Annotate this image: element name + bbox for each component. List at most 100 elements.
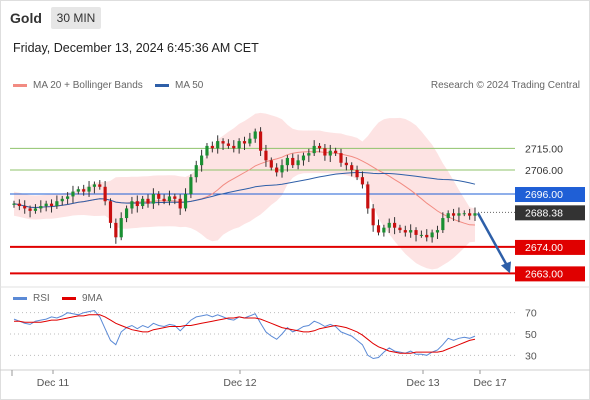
candle-body <box>462 213 466 215</box>
candle-body <box>28 208 32 211</box>
candle-body <box>210 145 214 149</box>
candle-body <box>33 208 38 211</box>
candle-body <box>323 148 327 156</box>
candle-body <box>87 186 91 192</box>
candle-body <box>473 213 477 216</box>
rsi-tick-label: 30 <box>525 350 537 362</box>
rsi-tick-label: 50 <box>525 329 537 341</box>
candle-body <box>248 138 252 144</box>
candle-body <box>44 203 48 207</box>
candle-body <box>119 218 123 238</box>
rsi-swatch <box>13 296 27 300</box>
candle-body <box>382 227 386 233</box>
legend-ma50: MA 50 <box>155 80 203 91</box>
candle-body <box>135 201 139 207</box>
candle-body <box>430 232 434 238</box>
timeframe-button[interactable]: 30 MIN <box>51 7 101 29</box>
candle-body <box>366 184 370 209</box>
candle-body <box>275 167 279 173</box>
candle-body <box>141 198 145 207</box>
candle-body <box>307 153 311 156</box>
candle-body <box>387 222 391 228</box>
candle-body <box>253 131 257 139</box>
legend-ma50-label: MA 50 <box>175 80 204 91</box>
candle-body <box>446 213 450 219</box>
candle-body <box>301 155 306 161</box>
candle-body <box>317 145 322 149</box>
candle-body <box>55 201 59 207</box>
candle-body <box>189 177 193 195</box>
candle-body <box>435 230 440 233</box>
candle-body <box>451 213 456 216</box>
legend-ma20: MA 20 + Bollinger Bands <box>13 80 143 91</box>
candle-body <box>71 191 75 197</box>
level-label-2715.00: 2715.00 <box>525 143 563 155</box>
candle-body <box>242 141 247 144</box>
candle-body <box>200 155 204 166</box>
candle-body <box>457 213 461 216</box>
legend-ma20-label: MA 20 + Bollinger Bands <box>33 80 143 91</box>
timestamp: Friday, December 13, 2024 6:45:36 AM CET <box>13 41 259 55</box>
candle-body <box>114 222 118 238</box>
candle-body <box>178 198 182 209</box>
candle-body <box>157 194 161 199</box>
candle-body <box>425 234 429 238</box>
candle-body <box>285 157 289 166</box>
legend-rsi: RSI <box>13 293 50 304</box>
candle-body <box>183 194 188 209</box>
forecast-arrow-head <box>501 261 511 274</box>
rsi-tick-label: 70 <box>525 308 537 320</box>
legend-rsi-ma-label: 9MA <box>82 293 103 304</box>
ma50-line <box>13 172 476 209</box>
candle-body <box>39 206 43 209</box>
candle-body <box>403 230 407 233</box>
candle-body <box>162 198 166 202</box>
candle-body <box>124 208 129 219</box>
level-label-2663.00: 2663.00 <box>525 268 563 280</box>
candle-body <box>130 201 134 209</box>
candle-body <box>264 150 268 161</box>
candle-body <box>173 196 177 199</box>
candle-body <box>393 222 397 228</box>
candle-body <box>339 153 343 163</box>
candle-body <box>468 213 472 216</box>
candle-body <box>371 208 375 226</box>
candle-body <box>355 169 359 178</box>
candle-body <box>291 157 295 166</box>
x-tick-label: Dec 12 <box>223 377 256 389</box>
level-tag-2663.00 <box>515 266 585 282</box>
candle-body <box>237 141 241 149</box>
x-tick-label: Dec 11 <box>37 377 70 389</box>
candle-body <box>66 196 70 199</box>
rsi-ma-swatch <box>62 296 76 300</box>
candle-body <box>108 201 113 223</box>
legend-rsi-ma: 9MA <box>62 293 103 304</box>
level-label-2696.00: 2696.00 <box>525 189 563 201</box>
header-bar: Gold 30 MIN <box>0 0 590 36</box>
candle-body <box>17 203 21 207</box>
credit-text: Research © 2024 Trading Central <box>430 80 580 91</box>
forecast-arrow-shaft <box>476 212 510 268</box>
level-tag-2688.38 <box>515 205 585 221</box>
candle-body <box>226 143 231 146</box>
candle-body <box>398 227 402 231</box>
candle-body <box>409 230 413 233</box>
candle-body <box>60 198 64 202</box>
candle-body <box>296 160 300 166</box>
bollinger-band <box>14 112 475 270</box>
candle-body <box>194 165 198 178</box>
candle-body <box>98 184 102 187</box>
rsi-ma-line <box>14 314 476 354</box>
level-tag-2696.00 <box>515 187 585 203</box>
candle-body <box>151 194 155 204</box>
candle-body <box>360 177 365 185</box>
candle-body <box>167 196 172 202</box>
candle-body <box>350 165 354 170</box>
level-label-2688.38: 2688.38 <box>525 207 563 219</box>
legend-rsi-label: RSI <box>33 293 50 304</box>
candle-body <box>376 225 381 233</box>
candle-body <box>49 203 54 207</box>
x-tick-label: Dec 13 <box>406 377 439 389</box>
candle-body <box>221 141 225 144</box>
